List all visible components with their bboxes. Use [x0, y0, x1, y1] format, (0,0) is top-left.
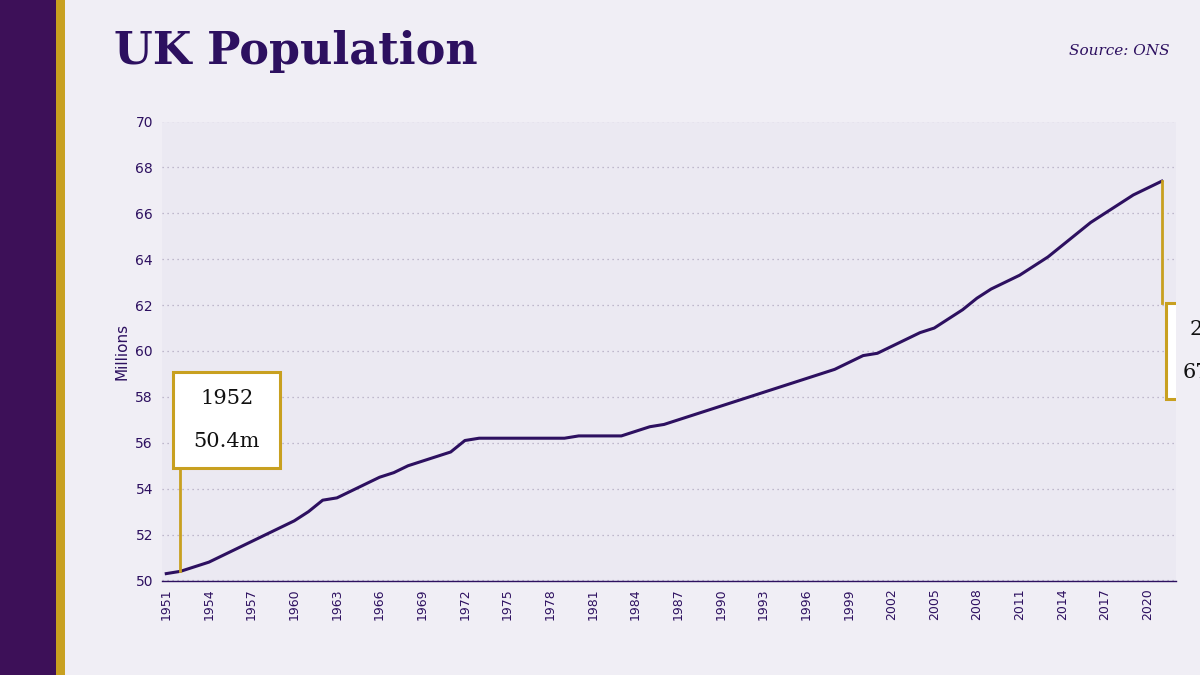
Text: 67.4m: 67.4m: [1183, 362, 1200, 381]
FancyBboxPatch shape: [1166, 303, 1200, 399]
Text: 50.4m: 50.4m: [193, 431, 260, 450]
Text: UK Population: UK Population: [114, 30, 478, 74]
FancyBboxPatch shape: [173, 372, 280, 468]
Text: Source: ONS: Source: ONS: [1069, 44, 1170, 58]
Y-axis label: Millions: Millions: [115, 323, 130, 379]
Text: 1952: 1952: [200, 389, 253, 408]
Text: 2021: 2021: [1189, 321, 1200, 340]
